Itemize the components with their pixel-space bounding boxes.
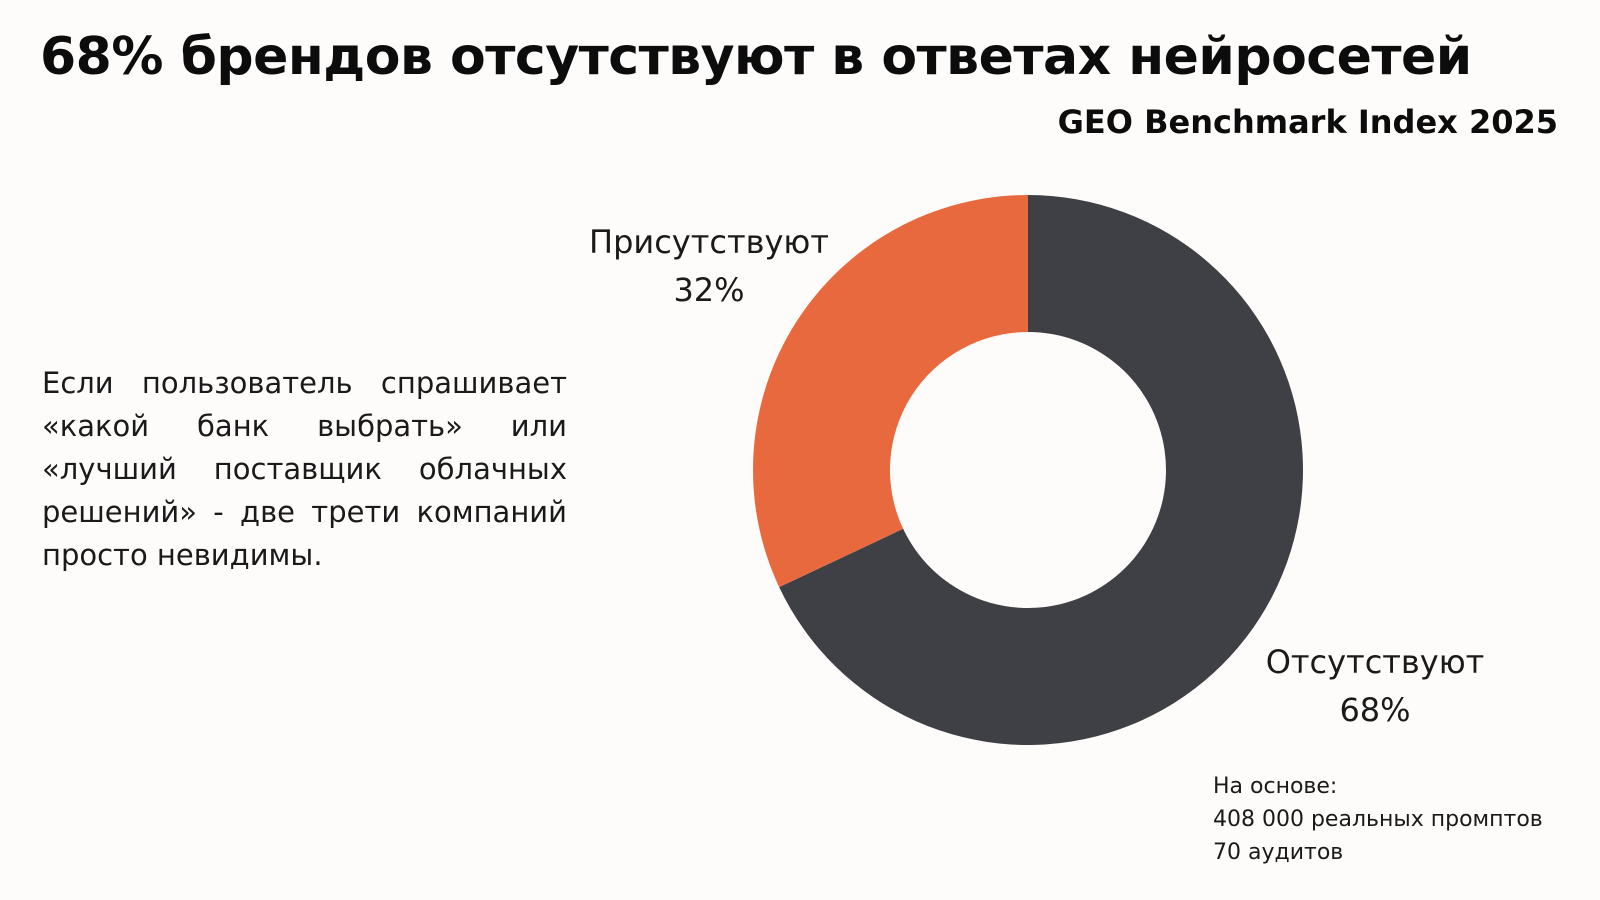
footnote-line-3: 70 аудитов (1213, 840, 1344, 865)
page-subtitle: GEO Benchmark Index 2025 (1057, 103, 1558, 141)
slice-label-absent: Отсутствуют 68% (1250, 638, 1500, 734)
footnote-line-2: 408 000 реальных промптов (1213, 807, 1543, 832)
source-footnote: На основе: 408 000 реальных промптов 70 … (1213, 770, 1543, 869)
slice-label-absent-value: 68% (1339, 691, 1411, 729)
donut-slices (752, 195, 1303, 746)
slice-label-absent-name: Отсутствуют (1265, 643, 1485, 681)
donut-slice-absent (779, 195, 1303, 746)
slice-label-present-value: 32% (673, 271, 745, 309)
description-text: Если пользователь спрашивает «какой банк… (42, 366, 567, 572)
page-title: 68% брендов отсутствуют в ответах нейрос… (40, 27, 1472, 87)
footnote-line-1: На основе: (1213, 774, 1338, 799)
slice-label-present-name: Присутствуют (589, 223, 829, 261)
slice-label-present: Присутствуют 32% (584, 218, 834, 314)
